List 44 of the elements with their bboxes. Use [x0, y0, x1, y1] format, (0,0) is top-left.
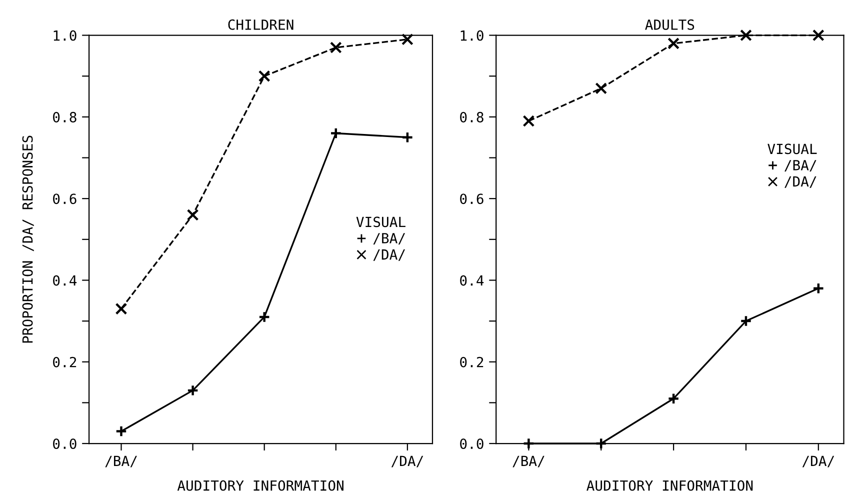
y-tick-label: 0.2	[460, 356, 484, 368]
point	[595, 82, 608, 94]
chart-title: ADULTS	[645, 19, 694, 30]
point	[812, 282, 824, 294]
point	[186, 208, 199, 221]
y-tick-label: 1.0	[54, 30, 76, 41]
point	[668, 37, 680, 50]
chart-title: CHILDREN	[228, 19, 294, 30]
point	[330, 42, 342, 54]
point	[522, 115, 535, 127]
point	[258, 310, 270, 323]
point	[740, 315, 752, 328]
x-tick-label: /DA/	[391, 456, 424, 468]
point	[668, 392, 680, 405]
point	[812, 29, 824, 42]
y-tick-label: 0.0	[460, 438, 484, 450]
point	[401, 131, 414, 144]
point	[740, 29, 752, 42]
y-axis-title: PROPORTION /DA/ RESPONSES	[22, 136, 34, 343]
x-tick-label: /BA/	[105, 456, 137, 468]
legend-title: VISUAL	[356, 216, 406, 228]
point	[115, 425, 128, 438]
y-tick-label: 0.0	[53, 438, 76, 450]
y-tick-label: 0.6	[460, 194, 484, 204]
point	[186, 384, 199, 396]
x-tick-label: /DA/	[802, 456, 834, 468]
x-axis-title: AUDITORY INFORMATION	[586, 480, 753, 491]
legend-label: /DA/	[373, 249, 405, 261]
y-tick-label: 0.4	[53, 275, 77, 286]
y-tick-label: 0.4	[460, 275, 484, 286]
legend-label: /BA/	[784, 160, 816, 172]
legend-label: /DA/	[784, 176, 816, 188]
y-tick-label: 0.8	[460, 112, 484, 122]
point	[401, 33, 414, 46]
y-tick-label: 0.2	[53, 356, 76, 368]
legend-title: VISUAL	[768, 144, 817, 154]
point	[258, 70, 270, 82]
y-tick-label: 0.6	[53, 194, 76, 204]
x-tick-label: /BA/	[512, 456, 544, 468]
y-tick-label: 0.8	[53, 112, 76, 122]
y-tick-label: 1.0	[460, 30, 484, 41]
legend-label: /BA/	[373, 233, 405, 245]
x-axis-title: AUDITORY INFORMATION	[177, 480, 344, 491]
point	[115, 302, 128, 315]
